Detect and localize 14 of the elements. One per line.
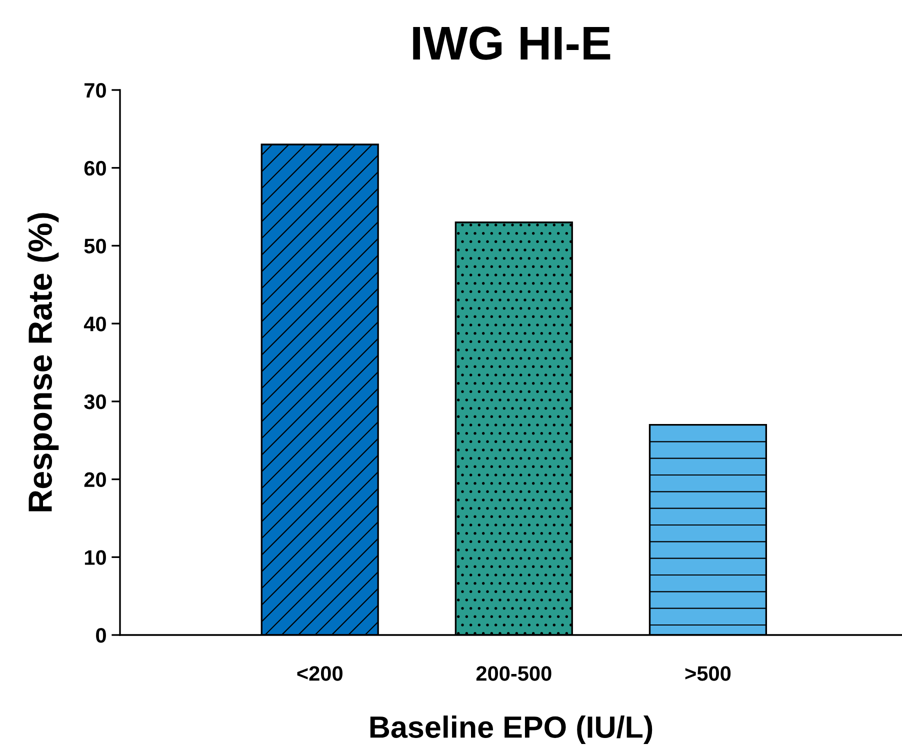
chart-title: IWG HI-E [413, 26, 610, 60]
y-tick-label: 70 [84, 83, 106, 98]
x-tick-label: <200 [297, 666, 342, 681]
y-tick-label: 40 [84, 316, 106, 332]
y-tick-label: 0 [96, 628, 106, 643]
x-axis-title: Baseline EPO (IU/L) [370, 716, 652, 744]
y-tick-label: 10 [84, 550, 106, 565]
x-tick-label: 200-500 [476, 666, 552, 681]
x-tick-label: >500 [685, 666, 731, 681]
y-tick-label: 50 [84, 238, 106, 254]
y-tick-label: 60 [84, 160, 106, 176]
y-tick-label: 20 [84, 472, 106, 488]
y-tick-label: 30 [84, 394, 106, 410]
y-axis-title: Response Rate (%) [28, 213, 59, 512]
